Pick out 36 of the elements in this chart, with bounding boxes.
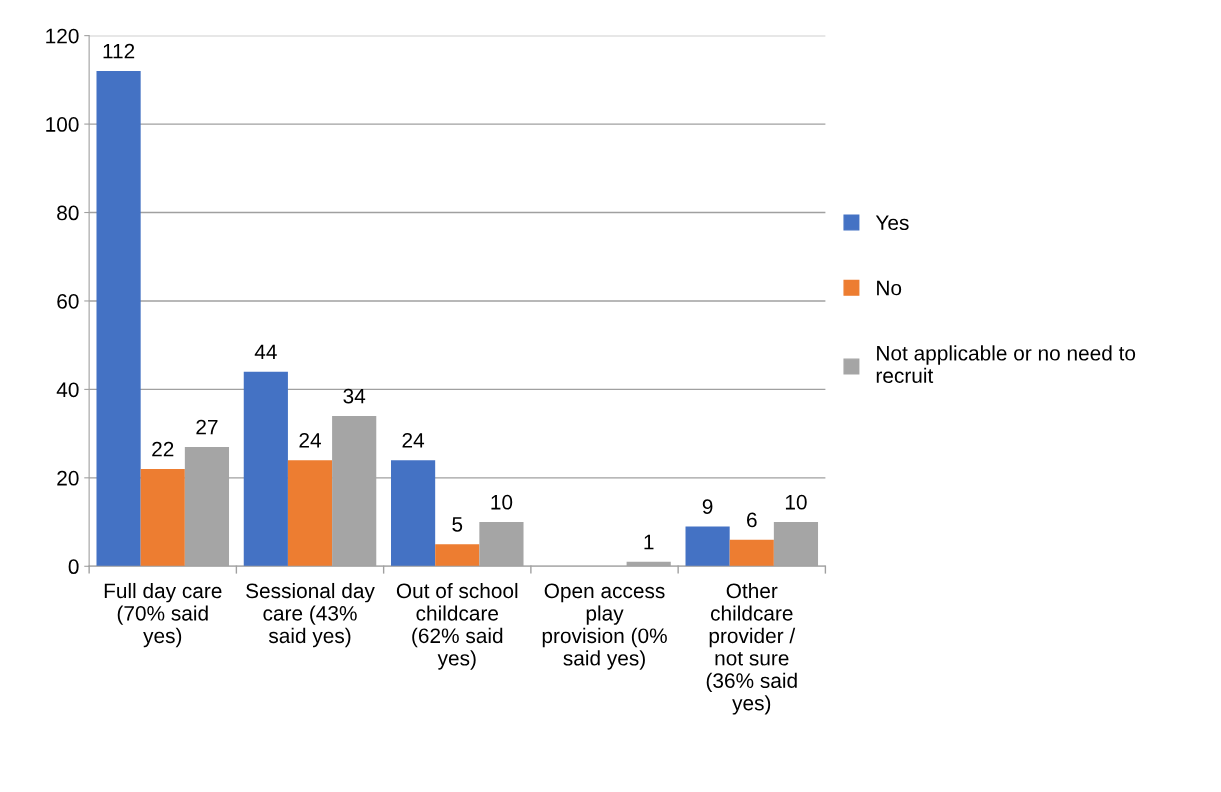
- y-tick-label: 0: [68, 559, 79, 575]
- data-label: 24: [402, 432, 425, 448]
- y-tick-label: 20: [57, 470, 79, 486]
- y-tick-label: 60: [57, 293, 79, 309]
- data-label: 34: [343, 388, 366, 404]
- bar: [96, 71, 141, 567]
- bar: [729, 539, 774, 567]
- data-label: 27: [196, 419, 218, 435]
- data-label: 112: [103, 43, 135, 59]
- y-tick-label: 40: [56, 382, 79, 398]
- data-label: 9: [702, 499, 713, 515]
- bar: [685, 526, 730, 567]
- legend-label: Yes: [875, 215, 909, 231]
- bar: [243, 371, 288, 567]
- legend-label: No: [877, 280, 902, 296]
- bar: [435, 544, 480, 567]
- bar: [287, 460, 333, 567]
- data-label: 44: [254, 344, 277, 360]
- x-tick-label: Full day care (70% said yes): [104, 582, 222, 648]
- y-tick-label: 80: [57, 205, 79, 221]
- x-tick-label: Out of school childcare (62% said yes): [396, 582, 518, 670]
- x-tick-label: Open access play provision (0% said yes): [542, 583, 667, 670]
- data-label: 22: [152, 441, 174, 457]
- y-tick-label: 100: [46, 117, 79, 132]
- data-label: 24: [299, 432, 321, 448]
- data-label: 10: [491, 494, 513, 510]
- x-tick-label: Sessional day care (43% said yes): [246, 582, 375, 648]
- data-label: 5: [452, 517, 463, 532]
- data-label: 6: [747, 512, 757, 528]
- data-label: 10: [785, 494, 807, 510]
- legend-label: Not applicable or no need to recruit: [876, 345, 1136, 384]
- x-tick-label: Other childcare provider / not sure (36% said yes): [706, 582, 797, 715]
- data-label: 1: [644, 534, 654, 550]
- bar: [140, 469, 185, 567]
- bar: [391, 460, 436, 567]
- y-tick-label: 120: [46, 28, 79, 44]
